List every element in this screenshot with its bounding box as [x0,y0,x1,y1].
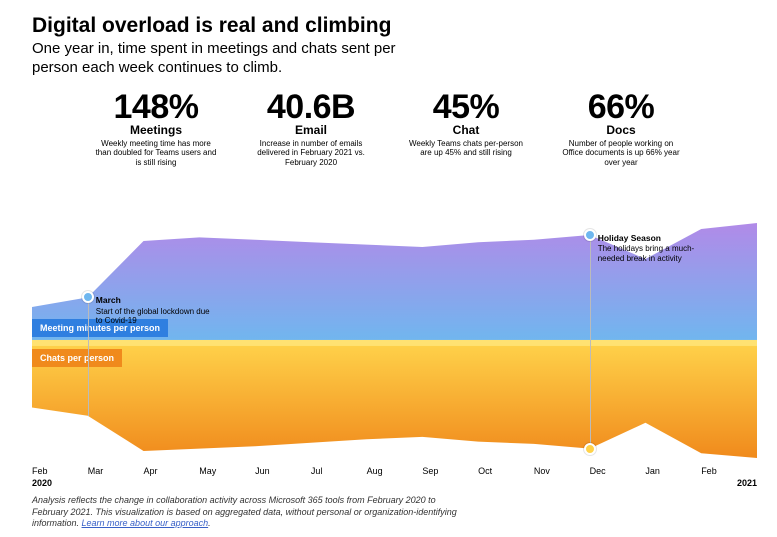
stat-value: 66% [559,90,684,126]
x-label: May [199,466,255,476]
stat-label: Docs [559,123,684,137]
stat-value: 40.6B [249,90,374,126]
stat-desc: Number of people working on Office docum… [559,139,684,167]
stat-value: 148% [94,90,219,126]
page-title: Digital overload is real and climbing [0,0,777,40]
x-axis-labels: FebMarAprMayJunJulAugSepOctNovDecJanFeb [32,466,757,476]
midline [32,340,757,346]
footnote-link[interactable]: Learn more about our approach [82,518,209,528]
callout-body: The holidays bring a much-needed break i… [598,244,718,263]
x-axis-years: 2020 2021 [32,478,757,488]
x-label: Jun [255,466,311,476]
callout-line [88,297,89,415]
x-label: Nov [534,466,590,476]
callout-title: Holiday Season [598,233,718,243]
x-label: Aug [367,466,423,476]
x-label: Oct [478,466,534,476]
callout-dot [584,229,596,241]
stat-desc: Weekly Teams chats per-person are up 45%… [404,139,529,157]
callout: Holiday SeasonThe holidays bring a much-… [598,233,718,263]
x-label: Jan [645,466,701,476]
year-end: 2021 [737,478,757,488]
callout-line [590,235,591,449]
x-label: Sep [422,466,478,476]
stat-desc: Increase in number of emails delivered i… [249,139,374,167]
footnote: Analysis reflects the change in collabor… [32,495,462,529]
stat-2: 45%Chat Weekly Teams chats per-person are… [404,90,529,167]
stats-row: 148%Meetings Weekly meeting time has more… [0,78,777,167]
callout-dot-bottom [584,443,596,455]
x-label: Feb [701,466,757,476]
stat-3: 66%Docs Number of people working on Offic… [559,90,684,167]
callout-body: Start of the global lockdown due to Covi… [96,307,216,326]
stat-value: 45% [404,90,529,126]
year-start: 2020 [32,478,52,488]
stat-1: 40.6BEmailIncrease in number of emails d… [249,90,374,167]
stat-0: 148%Meetings Weekly meeting time has more… [94,90,219,167]
x-label: Dec [590,466,646,476]
series-label-bottom: Chats per person [32,349,122,367]
x-label: Jul [311,466,367,476]
footnote-suffix: . [208,518,211,528]
stat-desc: Weekly meeting time has more than double… [94,139,219,167]
callout-title: March [96,295,216,305]
x-label: Apr [144,466,200,476]
stat-label: Meetings [94,123,219,137]
callout: March Start of the global lockdown due to… [96,295,216,325]
area-bottom [32,343,757,458]
x-label: Feb [32,466,88,476]
stat-label: Chat [404,123,529,137]
x-label: Mar [88,466,144,476]
page-subtitle: One year in, time spent in meetings and … [0,40,440,78]
